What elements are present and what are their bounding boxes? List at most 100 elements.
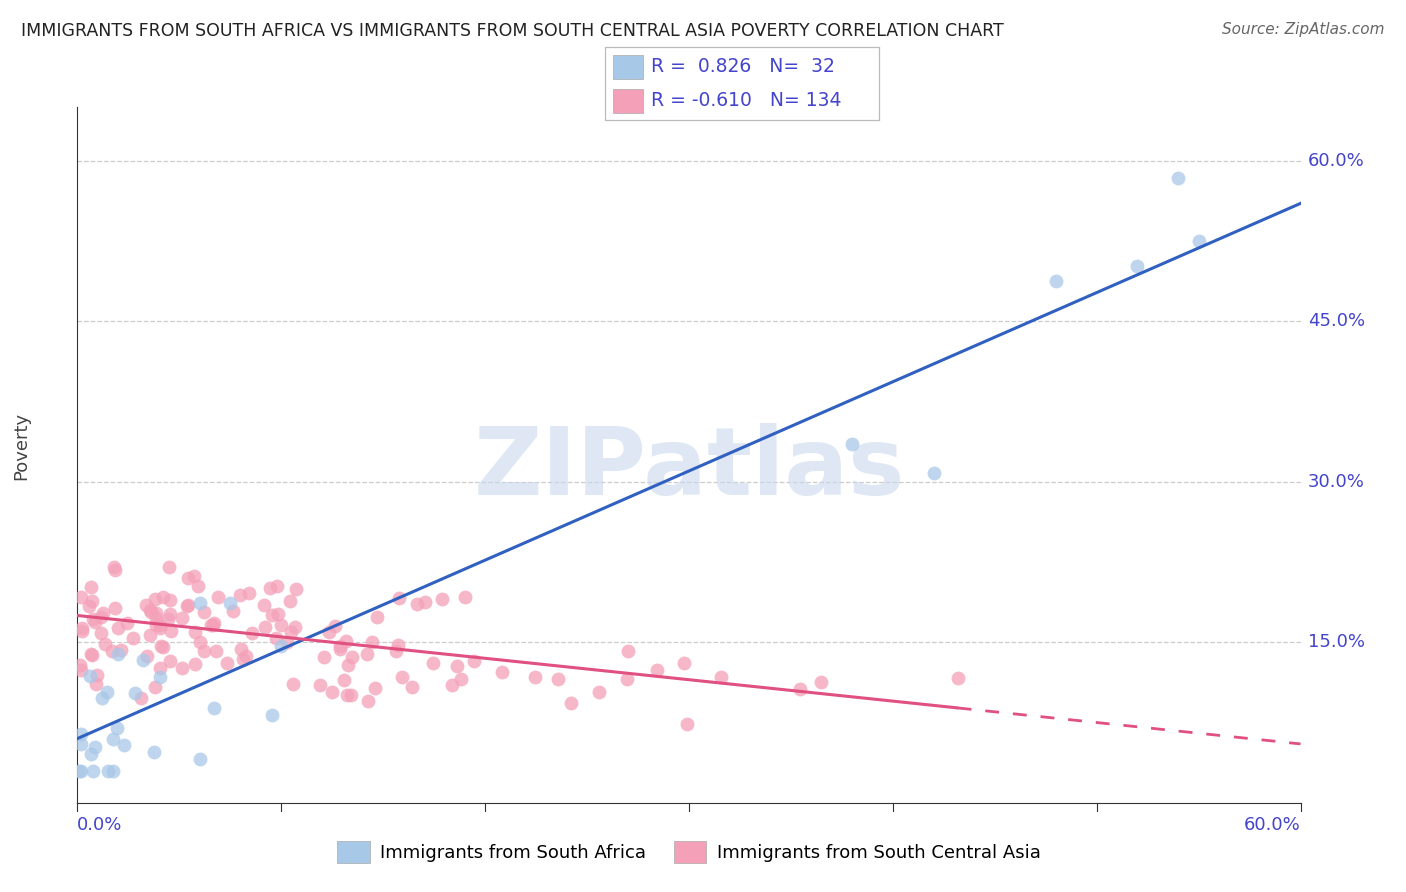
Point — [124, 686, 146, 700]
Point — [267, 607, 290, 622]
Point — [284, 620, 307, 634]
Point — [432, 592, 454, 607]
Point — [149, 669, 172, 683]
Point — [177, 571, 200, 585]
Point — [523, 670, 546, 684]
Point — [112, 739, 135, 753]
Point — [946, 671, 969, 685]
Point — [401, 680, 423, 694]
Point — [560, 696, 582, 710]
Point — [336, 657, 359, 672]
Point — [184, 657, 207, 672]
Point — [339, 688, 361, 702]
Point — [139, 628, 162, 642]
Point — [617, 644, 640, 658]
Text: 60.0%: 60.0% — [1244, 816, 1301, 834]
Point — [193, 644, 215, 658]
Point — [312, 650, 335, 665]
Point — [139, 603, 162, 617]
Point — [266, 579, 288, 593]
Point — [1045, 274, 1067, 288]
Point — [238, 585, 260, 599]
Point — [69, 657, 91, 672]
Point — [200, 618, 222, 632]
Point — [136, 649, 159, 664]
Point — [463, 654, 485, 668]
Point — [422, 657, 444, 671]
Point — [454, 591, 477, 605]
Point — [80, 647, 103, 661]
Point — [232, 651, 254, 665]
Point — [70, 727, 93, 741]
Point — [82, 612, 104, 626]
Point — [270, 617, 292, 632]
Point — [70, 621, 93, 635]
Point — [309, 678, 332, 692]
Point — [259, 581, 281, 595]
Point — [645, 664, 668, 678]
Point — [1187, 234, 1209, 248]
Point — [107, 621, 129, 635]
Point — [90, 610, 112, 624]
Text: ZIPatlas: ZIPatlas — [474, 423, 904, 515]
Point — [673, 656, 696, 670]
Point — [70, 624, 93, 638]
Point — [254, 620, 277, 634]
Point — [90, 626, 112, 640]
Point — [357, 693, 380, 707]
Point — [149, 621, 172, 635]
Point — [219, 596, 242, 610]
Point — [547, 672, 569, 686]
Point — [91, 606, 114, 620]
Point — [107, 647, 129, 661]
Point — [139, 605, 162, 619]
Point — [491, 665, 513, 680]
Point — [83, 739, 105, 754]
Point — [159, 592, 181, 607]
Text: 45.0%: 45.0% — [1308, 312, 1365, 330]
Point — [159, 607, 181, 621]
Point — [79, 580, 101, 594]
Point — [333, 673, 356, 687]
Point — [387, 638, 409, 652]
Point — [79, 669, 101, 683]
Point — [129, 691, 152, 706]
Point — [84, 615, 107, 630]
Point — [110, 642, 132, 657]
Point — [222, 604, 245, 618]
Point — [253, 598, 276, 612]
Point — [340, 649, 363, 664]
Point — [157, 560, 180, 574]
Point — [170, 661, 193, 675]
Point — [323, 619, 346, 633]
Point — [101, 644, 124, 658]
Point — [79, 747, 101, 762]
Point — [135, 599, 157, 613]
Point — [335, 634, 357, 648]
Point — [229, 588, 252, 602]
Point — [329, 639, 352, 653]
Point — [384, 644, 406, 658]
Point — [356, 648, 378, 662]
Point — [152, 590, 174, 604]
Point — [101, 732, 124, 747]
Point — [70, 663, 93, 677]
Point — [329, 642, 352, 657]
Point — [103, 560, 125, 574]
Point — [450, 672, 472, 686]
Point — [145, 611, 167, 625]
Point — [922, 466, 945, 480]
Point — [90, 691, 112, 706]
Point — [177, 599, 200, 613]
Point — [281, 677, 304, 691]
Point — [70, 737, 93, 751]
Point — [149, 618, 172, 632]
Point — [159, 654, 181, 668]
Point — [215, 656, 238, 670]
Point — [676, 716, 699, 731]
Point — [152, 640, 174, 654]
Point — [270, 640, 292, 654]
Point — [366, 610, 388, 624]
Point — [188, 752, 211, 766]
Point — [262, 607, 284, 622]
